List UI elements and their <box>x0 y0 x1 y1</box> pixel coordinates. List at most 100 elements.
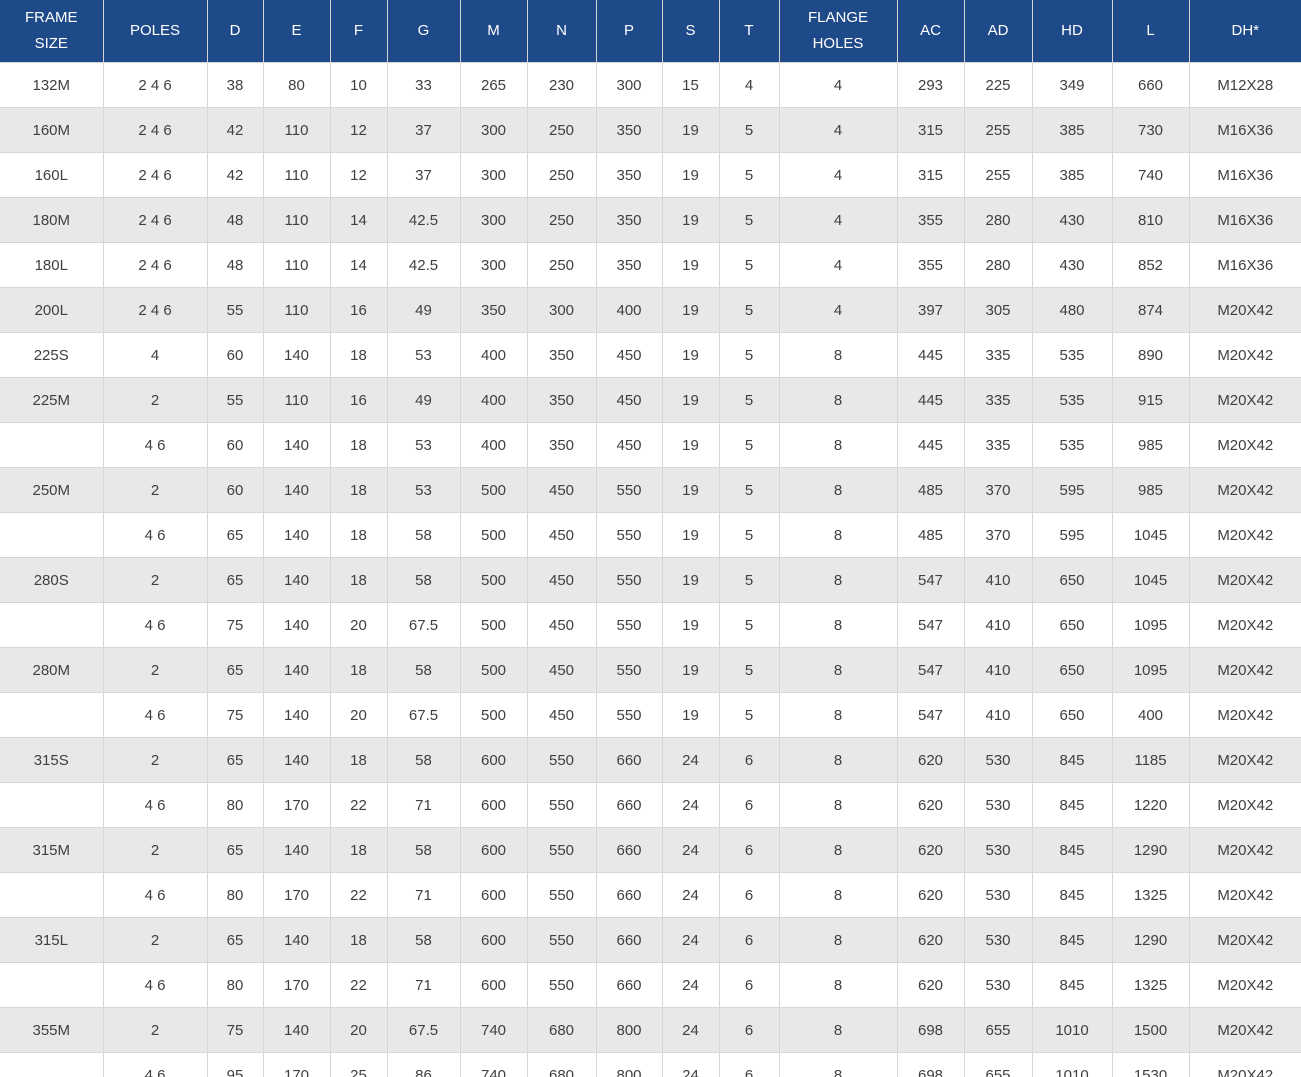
column-header-hd: HD <box>1031 0 1113 63</box>
table-cell: 65 <box>206 827 264 873</box>
table-cell: 349 <box>1031 62 1113 108</box>
column-header-n: N <box>526 0 597 63</box>
table-cell: 67.5 <box>386 692 461 738</box>
table-cell: 550 <box>595 602 663 648</box>
table-cell: 71 <box>386 872 461 918</box>
table-cell: 500 <box>459 647 528 693</box>
table-cell: 350 <box>595 242 663 288</box>
table-cell: 600 <box>459 872 528 918</box>
table-cell: 49 <box>386 377 461 423</box>
table-cell: 655 <box>963 1007 1033 1053</box>
table-cell: 4 <box>102 332 208 378</box>
table-cell: 140 <box>262 422 331 468</box>
table-cell: 985 <box>1111 422 1190 468</box>
table-cell: 58 <box>386 737 461 783</box>
table-row: 250M 2 60 140 18 53 500 450 550 19 5 8 485 370 595 985 M… <box>0 467 1301 513</box>
table-cell: 80 <box>206 872 264 918</box>
table-cell: 15 <box>661 62 720 108</box>
table-cell: 86 <box>386 1052 461 1077</box>
table-cell: 620 <box>896 782 965 828</box>
table-cell: 600 <box>459 827 528 873</box>
table-cell: 450 <box>595 332 663 378</box>
table-cell: 4 6 <box>102 782 208 828</box>
table-row: 4 6 80 170 22 71 600 550 660 24 6 8 620 530 845 1325 M2… <box>0 872 1301 918</box>
table-cell: 660 <box>1111 62 1190 108</box>
table-cell: 20 <box>329 692 388 738</box>
table-cell: 620 <box>896 872 965 918</box>
table-cell: 845 <box>1031 872 1113 918</box>
table-cell: 250 <box>526 107 597 153</box>
table-cell: 740 <box>1111 152 1190 198</box>
frame-size-cell: 280M <box>0 647 104 693</box>
table-cell: 12 <box>329 152 388 198</box>
table-cell: 65 <box>206 557 264 603</box>
table-cell: 8 <box>778 332 898 378</box>
table-cell: 2 4 6 <box>102 62 208 108</box>
table-cell: 19 <box>661 512 720 558</box>
table-cell: 985 <box>1111 467 1190 513</box>
column-header-flange-holes: FLANGE HOLES <box>778 0 898 63</box>
table-cell: 6 <box>718 827 780 873</box>
table-cell: 19 <box>661 197 720 243</box>
table-cell: 595 <box>1031 512 1113 558</box>
table-cell: 8 <box>778 1007 898 1053</box>
table-cell: 300 <box>595 62 663 108</box>
table-cell: M16X36 <box>1188 107 1301 153</box>
table-cell: 19 <box>661 152 720 198</box>
table-cell: 874 <box>1111 287 1190 333</box>
table-cell: 450 <box>526 692 597 738</box>
frame-size-cell <box>0 782 104 828</box>
table-cell: 1185 <box>1111 737 1190 783</box>
table-cell: 6 <box>718 1052 780 1077</box>
table-cell: 280 <box>963 242 1033 288</box>
table-cell: 305 <box>963 287 1033 333</box>
table-cell: 410 <box>963 692 1033 738</box>
table-cell: 58 <box>386 557 461 603</box>
table-cell: M20X42 <box>1188 737 1301 783</box>
table-cell: 140 <box>262 917 331 963</box>
table-row: 4 6 80 170 22 71 600 550 660 24 6 8 620 530 845 1325 M2… <box>0 962 1301 1008</box>
table-cell: 140 <box>262 647 331 693</box>
column-header-f: F <box>329 0 388 63</box>
table-cell: 24 <box>661 1052 720 1077</box>
table-cell: 550 <box>595 512 663 558</box>
table-cell: 18 <box>329 467 388 513</box>
table-cell: 20 <box>329 1007 388 1053</box>
table-cell: 655 <box>963 1052 1033 1077</box>
table-cell: 550 <box>595 692 663 738</box>
table-cell: 24 <box>661 782 720 828</box>
column-header-s: S <box>661 0 720 63</box>
table-cell: 65 <box>206 737 264 783</box>
table-cell: 48 <box>206 197 264 243</box>
table-header: FRAME SIZE POLES D E F G M N P S T FLANGE HOLES AC AD… <box>0 0 1301 63</box>
frame-size-cell: 160M <box>0 107 104 153</box>
table-cell: 450 <box>526 467 597 513</box>
table-cell: 1530 <box>1111 1052 1190 1077</box>
table-cell: 450 <box>526 557 597 603</box>
table-cell: 1095 <box>1111 647 1190 693</box>
table-cell: 4 6 <box>102 602 208 648</box>
table-cell: 450 <box>595 377 663 423</box>
table-cell: 18 <box>329 737 388 783</box>
table-cell: M20X42 <box>1188 602 1301 648</box>
table-cell: 14 <box>329 242 388 288</box>
table-row: 355M 2 75 140 20 67.5 740 680 800 24 6 8 698 655 1010 1… <box>0 1007 1301 1053</box>
table-cell: 19 <box>661 602 720 648</box>
table-cell: 370 <box>963 467 1033 513</box>
table-cell: 22 <box>329 782 388 828</box>
table-cell: 550 <box>595 647 663 693</box>
table-cell: 19 <box>661 467 720 513</box>
frame-size-cell <box>0 962 104 1008</box>
table-cell: 845 <box>1031 782 1113 828</box>
table-cell: 140 <box>262 602 331 648</box>
table-cell: 75 <box>206 692 264 738</box>
frame-size-cell <box>0 872 104 918</box>
table-cell: 22 <box>329 962 388 1008</box>
table-cell: 550 <box>595 467 663 513</box>
table-cell: 355 <box>896 242 965 288</box>
table-row: 4 6 75 140 20 67.5 500 450 550 19 5 8 547 410 650 1095… <box>0 602 1301 648</box>
table-cell: 1500 <box>1111 1007 1190 1053</box>
table-cell: 890 <box>1111 332 1190 378</box>
table-cell: 430 <box>1031 197 1113 243</box>
